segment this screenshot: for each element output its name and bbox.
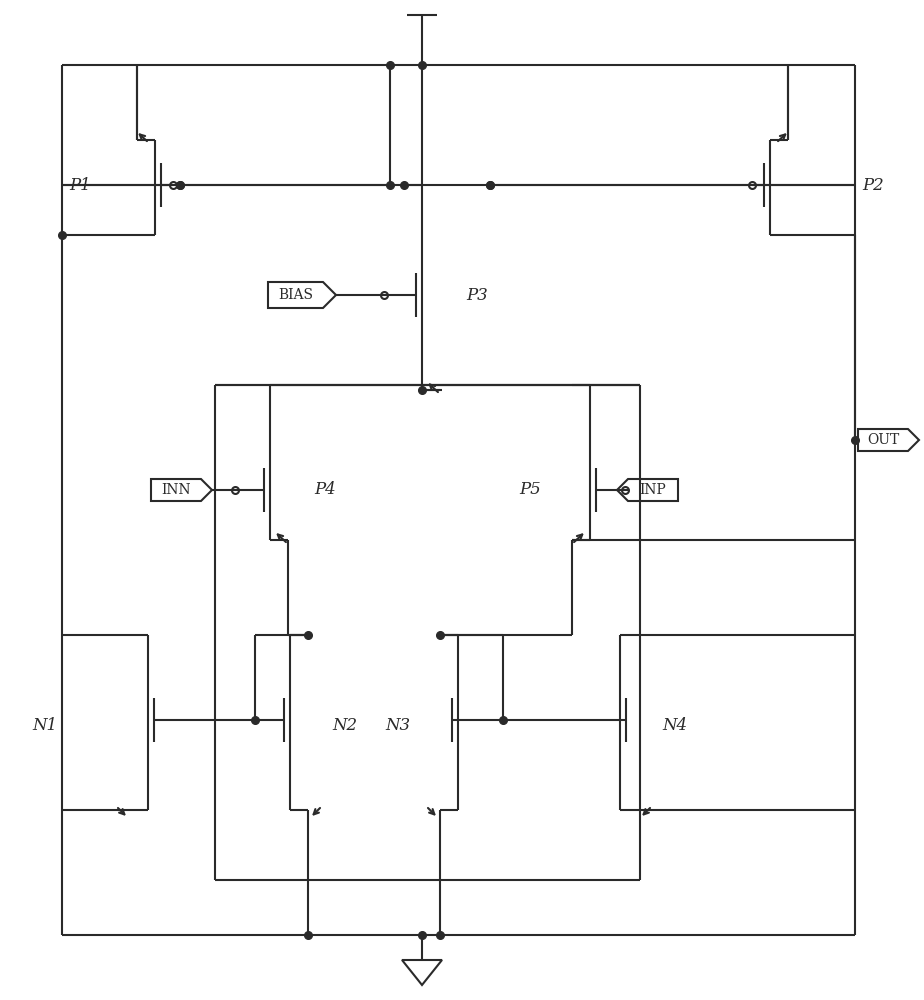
- Text: N2: N2: [333, 716, 358, 734]
- Text: P2: P2: [862, 176, 884, 194]
- Text: INN: INN: [161, 483, 191, 497]
- Text: P3: P3: [466, 286, 488, 304]
- Text: P4: P4: [314, 482, 336, 498]
- Text: N1: N1: [31, 716, 57, 734]
- Text: BIAS: BIAS: [278, 288, 313, 302]
- Text: N4: N4: [663, 716, 687, 734]
- Text: INP: INP: [639, 483, 666, 497]
- Text: OUT: OUT: [867, 433, 899, 447]
- Text: N3: N3: [385, 716, 410, 734]
- Text: P5: P5: [519, 482, 541, 498]
- Text: P1: P1: [69, 176, 91, 194]
